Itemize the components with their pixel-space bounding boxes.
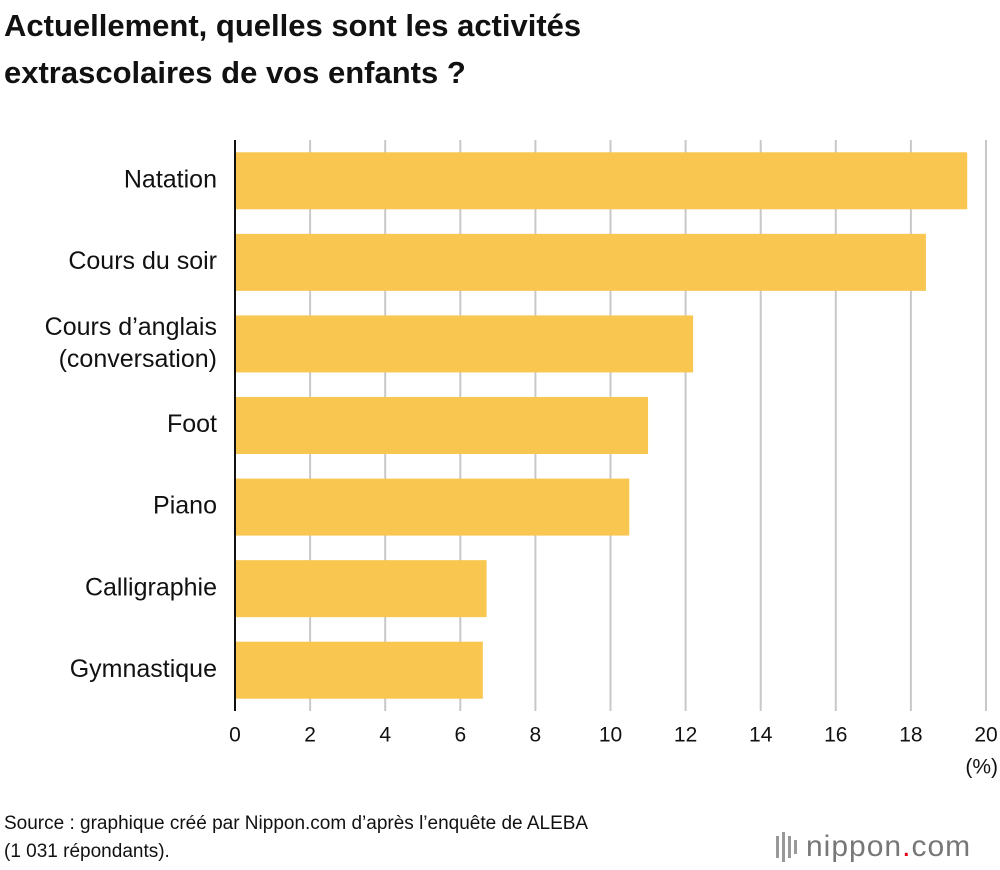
- logo-mark: [776, 832, 797, 862]
- chart-title: extrascolaires de vos enfants ?: [4, 55, 466, 90]
- source: Source : graphique créé par Nippon.com d…: [4, 813, 588, 834]
- x-tick-label: 0: [229, 724, 241, 747]
- logo: nippon.com: [806, 830, 971, 863]
- bar: [235, 397, 649, 454]
- chart-title: Actuellement, quelles sont les activités: [4, 8, 581, 43]
- x-tick-label: 6: [454, 724, 466, 747]
- x-axis-label: (%): [965, 756, 998, 779]
- y-tick-label: Cours d’anglais (conversation): [45, 313, 217, 373]
- x-tick-label: 12: [674, 724, 697, 747]
- y-tick-label: Natation: [124, 165, 217, 193]
- y-tick-label: Foot: [167, 410, 217, 438]
- source: (1 031 répondants).: [4, 841, 170, 862]
- x-tick-label: 4: [379, 724, 391, 747]
- bar: [235, 315, 694, 373]
- x-tick-label: 2: [304, 724, 316, 747]
- y-tick-label: Piano: [153, 492, 217, 520]
- x-tick-label: 18: [899, 724, 922, 747]
- x-tick-label: 8: [530, 724, 542, 747]
- y-tick-label: Gymnastique: [70, 655, 217, 683]
- bar: [235, 641, 483, 699]
- bar: [235, 560, 487, 618]
- bar: [235, 152, 968, 210]
- bar: [235, 478, 630, 536]
- x-tick-label: 16: [824, 724, 847, 747]
- x-tick-label: 20: [974, 724, 997, 747]
- x-tick-label: 10: [599, 724, 622, 747]
- x-tick-label: 14: [749, 724, 773, 747]
- y-tick-label: Cours du soir: [68, 247, 217, 275]
- bar: [235, 233, 926, 291]
- y-tick-label: Calligraphie: [85, 573, 217, 601]
